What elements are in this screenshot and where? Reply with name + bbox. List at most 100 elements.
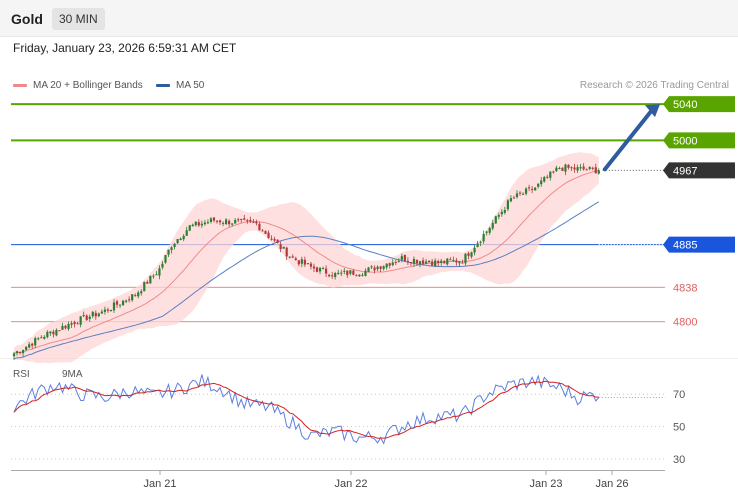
candle	[364, 268, 367, 277]
candle	[515, 190, 519, 199]
candle	[12, 351, 16, 360]
candle-body	[291, 256, 294, 258]
candle	[531, 185, 534, 194]
candle	[164, 254, 167, 264]
candle-body	[221, 222, 225, 224]
candle-body	[376, 266, 379, 270]
candle-body	[240, 218, 243, 220]
timeframe-badge[interactable]: 30 MIN	[52, 8, 105, 30]
candle-body	[267, 232, 270, 238]
candle-body	[228, 220, 231, 225]
candle-body	[28, 344, 31, 348]
candle	[255, 219, 258, 226]
candle	[103, 306, 106, 315]
candle-body	[567, 164, 570, 168]
candle	[273, 236, 276, 243]
candle-body	[164, 255, 167, 263]
rsi-tick-70: 70	[673, 389, 685, 401]
level-tag-4885	[663, 236, 735, 253]
candle	[564, 163, 567, 176]
candle	[431, 258, 434, 266]
candle	[170, 246, 173, 254]
candle	[21, 349, 25, 357]
candle	[534, 187, 537, 191]
candle-body	[431, 261, 434, 266]
candle	[334, 271, 337, 280]
candle-body	[149, 275, 152, 284]
candle	[591, 166, 594, 171]
candle	[109, 309, 113, 312]
candle-body	[79, 316, 82, 325]
legend-ma20: MA 20 + Bollinger Bands	[13, 80, 143, 91]
candle	[243, 214, 246, 221]
candle	[237, 217, 240, 223]
candle-body	[143, 281, 146, 292]
candle	[231, 223, 234, 227]
candle-body	[531, 188, 534, 190]
candle-body	[209, 218, 213, 222]
candle	[76, 321, 79, 325]
candle	[370, 265, 373, 270]
candle	[221, 221, 225, 227]
candle	[388, 262, 391, 269]
candle-body	[309, 263, 313, 267]
candle-body	[479, 241, 482, 243]
candle	[300, 256, 303, 268]
rsi-tick-50: 50	[673, 422, 685, 434]
candle-body	[121, 300, 125, 306]
candle	[594, 163, 597, 174]
candle-body	[88, 316, 91, 319]
candle	[343, 268, 346, 275]
candle-body	[285, 247, 288, 257]
candle-body	[449, 259, 452, 261]
candle	[67, 321, 70, 331]
candle-body	[61, 325, 64, 330]
candle-body	[476, 243, 479, 248]
candle-body	[237, 219, 240, 221]
candle	[358, 274, 361, 277]
candle	[15, 350, 19, 356]
candle	[179, 237, 182, 241]
candle	[203, 219, 206, 226]
candle-body	[146, 281, 149, 284]
candle-body	[591, 167, 594, 169]
candle	[303, 256, 306, 268]
candle	[28, 341, 31, 349]
candle-body	[94, 312, 97, 317]
candle-body	[576, 167, 579, 171]
candle-body	[288, 256, 291, 258]
candle	[200, 220, 203, 228]
candle	[424, 258, 428, 264]
candle-body	[494, 216, 497, 224]
candle-body	[549, 171, 552, 178]
candle-body	[225, 219, 228, 225]
candle-body	[134, 295, 137, 297]
candle-body	[303, 259, 306, 265]
candle-body	[497, 214, 500, 217]
candle	[197, 219, 200, 228]
candle-body	[552, 171, 555, 173]
candle	[418, 260, 422, 268]
candle-body	[364, 270, 367, 276]
candle	[212, 217, 216, 223]
candle-body	[412, 258, 416, 264]
candle-body	[82, 315, 85, 317]
candle	[382, 265, 385, 271]
candle	[400, 253, 403, 263]
rsi-tick-30: 30	[673, 454, 685, 466]
candle-body	[76, 323, 79, 325]
candle	[406, 257, 409, 266]
candle	[261, 229, 264, 232]
candle	[367, 266, 370, 273]
candle	[112, 299, 116, 314]
candle	[558, 166, 561, 170]
candle-body	[255, 221, 258, 224]
candle-body	[491, 222, 494, 229]
candle	[361, 273, 364, 277]
candle-body	[115, 301, 119, 305]
candle-body	[161, 263, 164, 268]
candle	[191, 223, 194, 227]
candle-body	[434, 260, 437, 267]
candle	[94, 310, 97, 320]
candle-body	[379, 266, 382, 269]
